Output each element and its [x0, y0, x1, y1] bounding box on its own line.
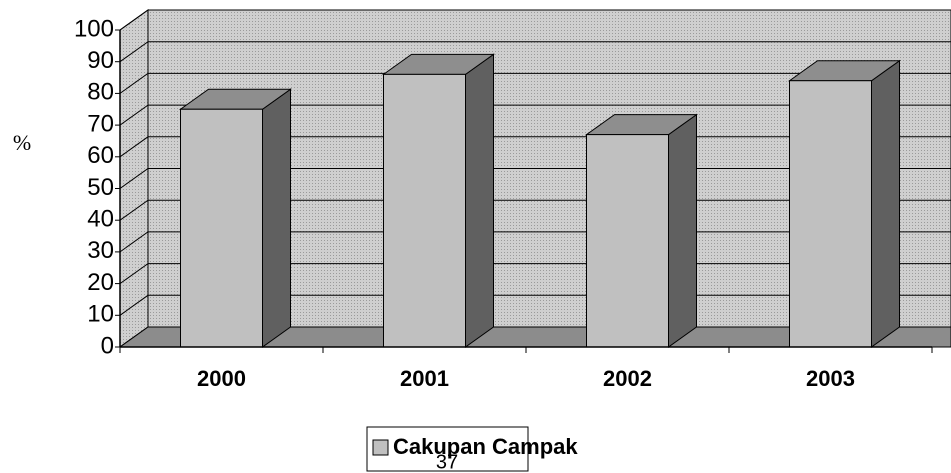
y-tick-label: 50 [87, 174, 114, 201]
y-axis-label: % [13, 130, 31, 155]
grid-line [119, 9, 951, 31]
bar-side [871, 59, 900, 348]
y-tick-label: 90 [87, 47, 114, 74]
bar [383, 73, 466, 348]
y-tick-label: 70 [87, 110, 114, 137]
y-tick-label: 100 [74, 15, 114, 42]
bar-side [262, 88, 291, 348]
legend-swatch [372, 439, 389, 456]
y-tick-label: 30 [87, 237, 114, 264]
x-tick-label: 2003 [806, 366, 855, 391]
bar-side [465, 53, 494, 348]
y-tick-label: 10 [87, 301, 114, 328]
bar [586, 134, 669, 348]
y-tick-label: 20 [87, 269, 114, 296]
y-tick-label: 40 [87, 206, 114, 233]
legend-box [366, 426, 529, 472]
bar-side [668, 113, 697, 348]
y-tick-label: 60 [87, 142, 114, 169]
x-tick-label: 2002 [603, 366, 652, 391]
grid-line [119, 104, 951, 126]
y-tick-label: 80 [87, 79, 114, 106]
legend-label: Cakupan Campak [393, 434, 578, 459]
x-tick-label: 2000 [197, 366, 246, 391]
bar [180, 108, 263, 348]
x-tick-label: 2001 [400, 366, 449, 391]
grid-line [119, 41, 951, 63]
y-tick-label: 0 [101, 332, 114, 359]
page-number: 37 [436, 451, 458, 473]
bar [789, 80, 872, 348]
grid-line [119, 72, 951, 94]
